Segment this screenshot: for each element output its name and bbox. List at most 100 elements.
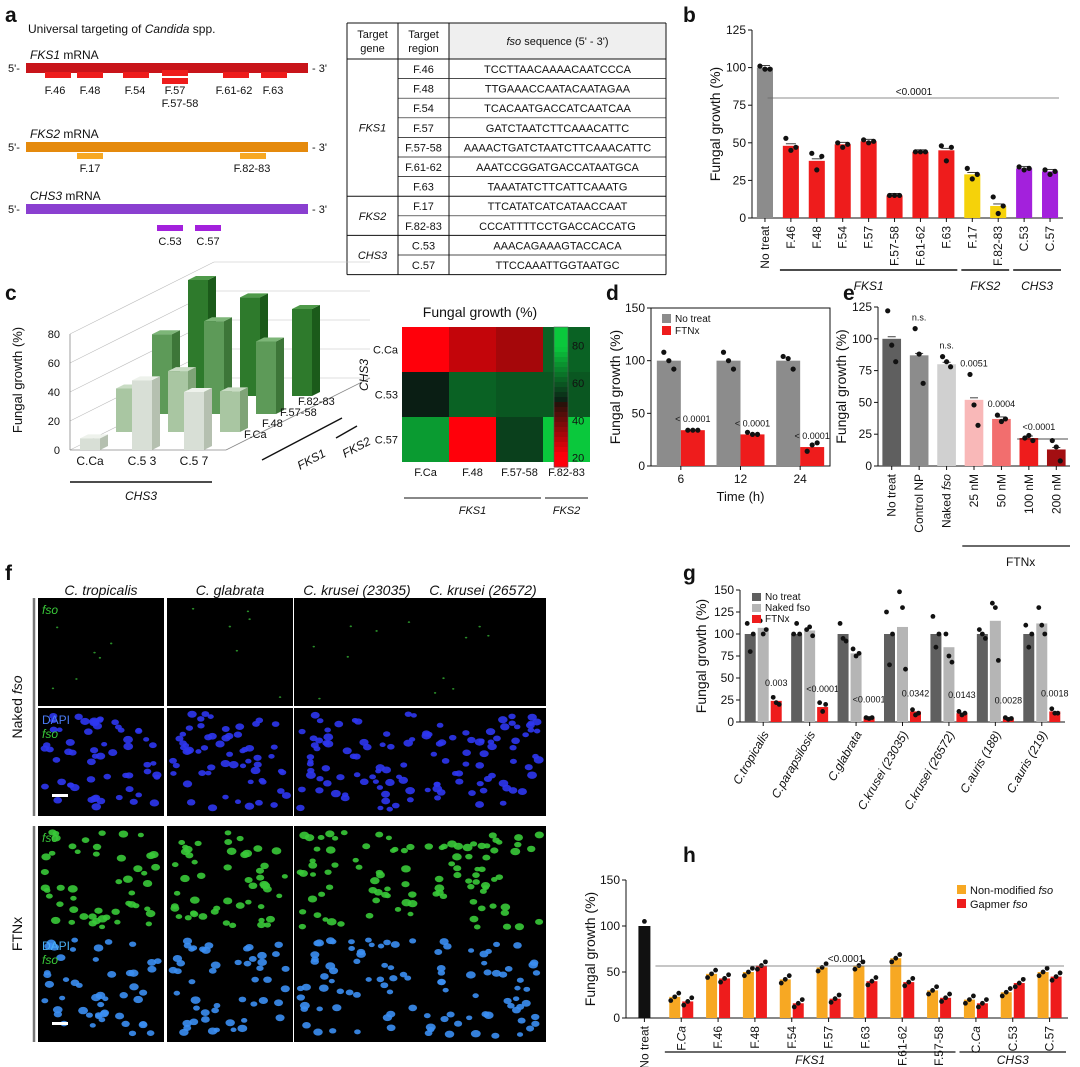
- colorbar-segment: [554, 357, 568, 363]
- y-axis-label: Fungal growth (%): [707, 67, 723, 181]
- data-point: [742, 973, 747, 979]
- cell: [436, 722, 444, 728]
- data-point: [969, 176, 975, 182]
- data-point: [1021, 167, 1027, 173]
- cell: [263, 976, 272, 983]
- micrograph: [167, 598, 293, 706]
- bar: [964, 399, 984, 466]
- cell: [493, 735, 501, 742]
- cell: [68, 749, 77, 756]
- data-point: [782, 976, 788, 982]
- x-tick-label: C.Ca: [969, 1026, 983, 1054]
- bar: [782, 145, 799, 218]
- data-point: [962, 710, 968, 716]
- cell: [141, 870, 148, 876]
- cell: [375, 869, 384, 876]
- cell: [337, 921, 345, 927]
- cell: [375, 831, 384, 838]
- cell: [491, 877, 498, 882]
- header-rest: sequence (5' - 3'): [521, 36, 608, 48]
- data-point: [938, 143, 944, 149]
- cell: [359, 738, 369, 746]
- bar: [882, 338, 902, 466]
- data-point: [780, 353, 786, 360]
- data-point: [720, 349, 727, 355]
- cell: [448, 861, 456, 867]
- channel-label-dapi: DAPI: [42, 939, 70, 953]
- cell: [399, 971, 408, 978]
- cell: [123, 875, 133, 883]
- data-point: [1016, 164, 1022, 170]
- cell: [433, 692, 437, 694]
- cell: [385, 778, 395, 787]
- y-tick-label: 50: [632, 406, 646, 420]
- cell: [390, 941, 400, 948]
- table-region: F.63: [413, 182, 434, 194]
- cell: [481, 960, 488, 966]
- data-point: [1053, 444, 1059, 450]
- data-point: [685, 999, 691, 1004]
- data-point: [661, 349, 667, 355]
- cell: [516, 1032, 524, 1037]
- legend-swatch: [752, 593, 761, 601]
- data-point: [994, 412, 1001, 418]
- data-point: [689, 995, 695, 1001]
- table-region: F.61-62: [405, 162, 442, 174]
- cell: [465, 971, 476, 979]
- cell: [316, 718, 324, 724]
- data-point: [943, 158, 949, 164]
- cell: [440, 843, 448, 850]
- cell: [522, 732, 529, 738]
- cell: [514, 834, 523, 841]
- cell: [468, 790, 476, 796]
- cell: [244, 876, 253, 884]
- table-sequence: GATCTAATCTTCAAACATTC: [486, 123, 629, 135]
- cell: [222, 920, 231, 926]
- cell: [315, 737, 324, 744]
- y-axis-label: Fungal growth (%): [607, 330, 623, 444]
- cell: [475, 801, 485, 808]
- cell: [204, 734, 213, 741]
- group-label: FTNx: [1006, 555, 1035, 569]
- cell: [99, 924, 106, 930]
- data-point: [939, 354, 946, 360]
- bar-front: [188, 280, 208, 396]
- legend-fso: fso: [1013, 899, 1028, 911]
- x-group-label: CHS3: [125, 489, 157, 503]
- three-prime-end: - 3': [312, 204, 327, 216]
- cell: [247, 779, 254, 785]
- data-point: [750, 631, 756, 637]
- cell: [525, 721, 535, 729]
- gene-name: FKS1: [30, 48, 60, 62]
- cell: [437, 970, 446, 976]
- data-point: [713, 967, 718, 973]
- x-tick-label: C.57: [1043, 226, 1057, 252]
- x-tick-label: No treat: [885, 473, 899, 516]
- cell: [406, 797, 414, 803]
- cell: [253, 761, 262, 768]
- data-point: [666, 358, 672, 364]
- cell: [472, 993, 479, 999]
- significance-label: 0.0004: [988, 399, 1016, 409]
- cell: [185, 725, 194, 731]
- bar-1: [829, 998, 841, 1018]
- cell: [296, 869, 304, 875]
- data-point: [799, 997, 805, 1002]
- cell: [244, 802, 255, 810]
- probe-mark: [123, 72, 149, 78]
- cell: [498, 779, 509, 787]
- cell: [381, 790, 391, 798]
- colorbar-segment: [554, 407, 568, 413]
- x-tick-label: F.17: [965, 226, 979, 249]
- cell: [45, 893, 53, 899]
- data-point: [810, 633, 816, 639]
- cell: [351, 717, 359, 723]
- p-value-label: < 0.0001: [735, 418, 770, 428]
- cell: [482, 854, 491, 861]
- gene-label-FKS1: FKS1 mRNA: [30, 48, 99, 62]
- micrograph: [294, 708, 420, 816]
- panel-letter-f: f: [5, 562, 13, 585]
- heatmap-row-label: C.53: [375, 390, 398, 402]
- legend-label: No treat: [765, 592, 801, 603]
- cell: [408, 891, 417, 898]
